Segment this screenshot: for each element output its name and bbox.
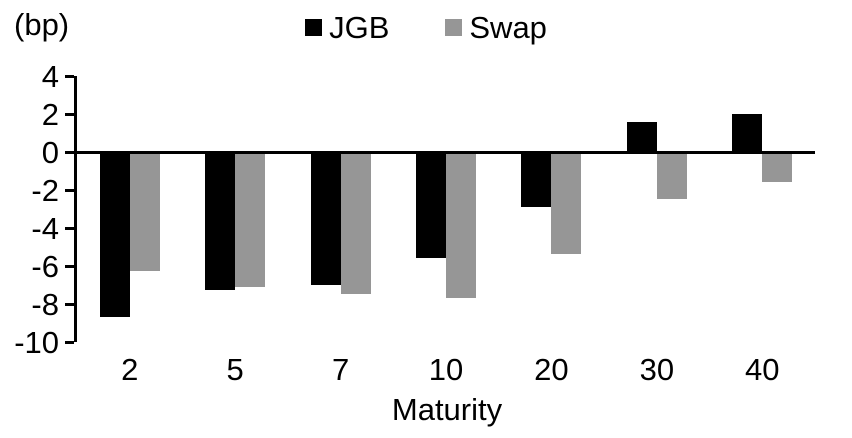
- x-axis-title: Maturity: [391, 392, 503, 427]
- y-axis-tick-label: 2: [41, 97, 59, 132]
- bar-swap-40: [762, 153, 793, 182]
- bar-jgb-30: [626, 121, 657, 152]
- bar-swap-5: [235, 153, 266, 287]
- y-axis-tick-label: -4: [31, 211, 59, 246]
- legend-label-jgb: JGB: [329, 10, 390, 45]
- y-axis-tick-label: -2: [31, 173, 59, 208]
- bar-swap-10: [446, 153, 476, 298]
- x-axis-tick-label: 20: [534, 352, 569, 387]
- bar-swap-30: [656, 153, 687, 200]
- x-axis-tick-label: 10: [428, 352, 464, 387]
- legend: JGB Swap: [0, 12, 852, 43]
- y-axis-tick: [65, 227, 74, 230]
- bar-swap-2: [129, 153, 160, 272]
- bar-jgb-20: [521, 153, 552, 207]
- y-axis-tick: [65, 189, 74, 192]
- bar-jgb-2: [99, 153, 130, 317]
- bar-jgb-40: [732, 114, 763, 152]
- legend-item-jgb: JGB: [305, 12, 389, 43]
- bar-jgb-10: [416, 153, 446, 258]
- legend-swatch-swap-icon: [445, 19, 463, 36]
- x-axis-tick-label: 40: [745, 352, 780, 387]
- legend-swatch-jgb-icon: [305, 19, 323, 36]
- y-axis-tick-label: -10: [14, 325, 59, 360]
- y-axis-tick-label: 0: [41, 135, 59, 170]
- y-axis-tick-label: 4: [41, 59, 59, 94]
- bar-jgb-7: [310, 153, 341, 285]
- x-axis-tick-label: 7: [331, 352, 350, 387]
- y-axis-tick: [65, 303, 74, 306]
- y-axis-tick: [65, 151, 74, 154]
- y-axis-tick-label: -8: [31, 287, 59, 322]
- zero-axis-line: [77, 150, 815, 154]
- x-axis-tick-label: 2: [121, 352, 139, 387]
- y-axis-tick: [65, 341, 74, 344]
- y-axis-tick-label: -6: [31, 249, 59, 284]
- y-axis-unit-label: (bp): [14, 7, 70, 42]
- y-axis-tick: [65, 75, 74, 78]
- legend-label-swap: Swap: [469, 10, 547, 45]
- x-axis-tick-label: 30: [639, 352, 675, 387]
- y-axis-tick: [65, 265, 74, 268]
- bar-swap-7: [340, 153, 371, 295]
- y-axis-tick: [65, 113, 74, 116]
- legend-item-swap: Swap: [445, 12, 547, 43]
- x-axis-tick-label: 5: [226, 352, 244, 387]
- bar-jgb-5: [205, 153, 236, 291]
- y-axis-line: [74, 76, 77, 342]
- bar-swap-20: [551, 153, 582, 255]
